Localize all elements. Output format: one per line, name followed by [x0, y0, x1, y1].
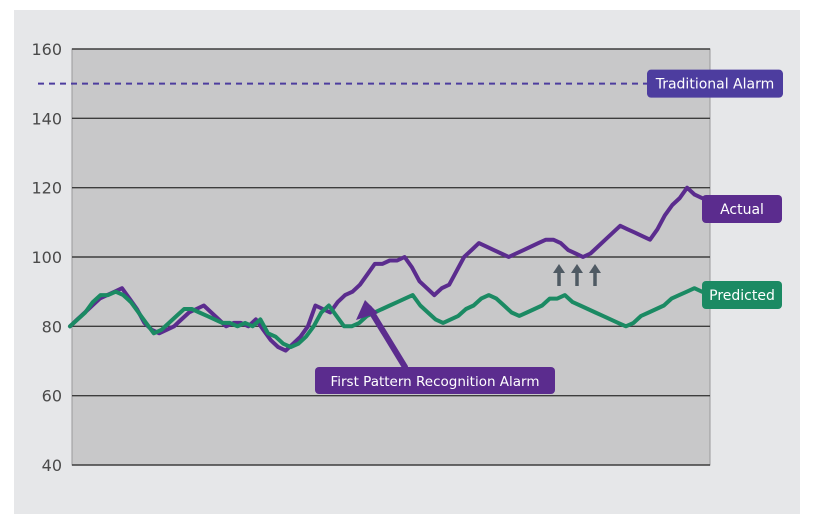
- y-tick-label: 120: [31, 179, 62, 198]
- gridlines: [72, 48, 710, 466]
- series-labels: Traditional Alarm Actual Predicted: [647, 69, 783, 309]
- series-line-predicted: [68, 286, 704, 350]
- annotation-arrow-head: [356, 300, 378, 320]
- predicted-label: Predicted: [702, 281, 782, 309]
- up-arrow-icon-3: [589, 264, 601, 286]
- actual-label-text: Actual: [720, 202, 764, 218]
- first-pattern-alarm-text: First Pattern Recognition Alarm: [330, 374, 539, 390]
- predicted-label-text: Predicted: [709, 288, 775, 304]
- y-tick-label: 40: [42, 456, 62, 475]
- first-pattern-alarm-label: First Pattern Recognition Alarm: [315, 367, 555, 394]
- y-tick-label: 80: [42, 317, 62, 336]
- series-line-actual: [68, 185, 704, 353]
- traditional-alarm-label-text: Traditional Alarm: [655, 77, 775, 93]
- up-arrow-icon-2: [571, 264, 583, 286]
- traditional-alarm-label: Traditional Alarm: [647, 69, 783, 98]
- y-tick-label: 160: [31, 40, 62, 59]
- up-arrow-icon-1: [553, 264, 565, 286]
- annotation-arrow-shaft: [366, 305, 408, 370]
- actual-label: Actual: [702, 195, 782, 223]
- series-layer: [68, 185, 704, 353]
- y-tick-label: 140: [31, 109, 62, 128]
- y-tick-label: 100: [31, 248, 62, 267]
- up-arrows-annotation: [553, 264, 601, 286]
- first-pattern-alarm-annotation: First Pattern Recognition Alarm: [315, 300, 555, 394]
- y-axis-ticks: 40 60 80 100 120 140 160: [31, 40, 62, 475]
- y-tick-label: 60: [42, 387, 62, 406]
